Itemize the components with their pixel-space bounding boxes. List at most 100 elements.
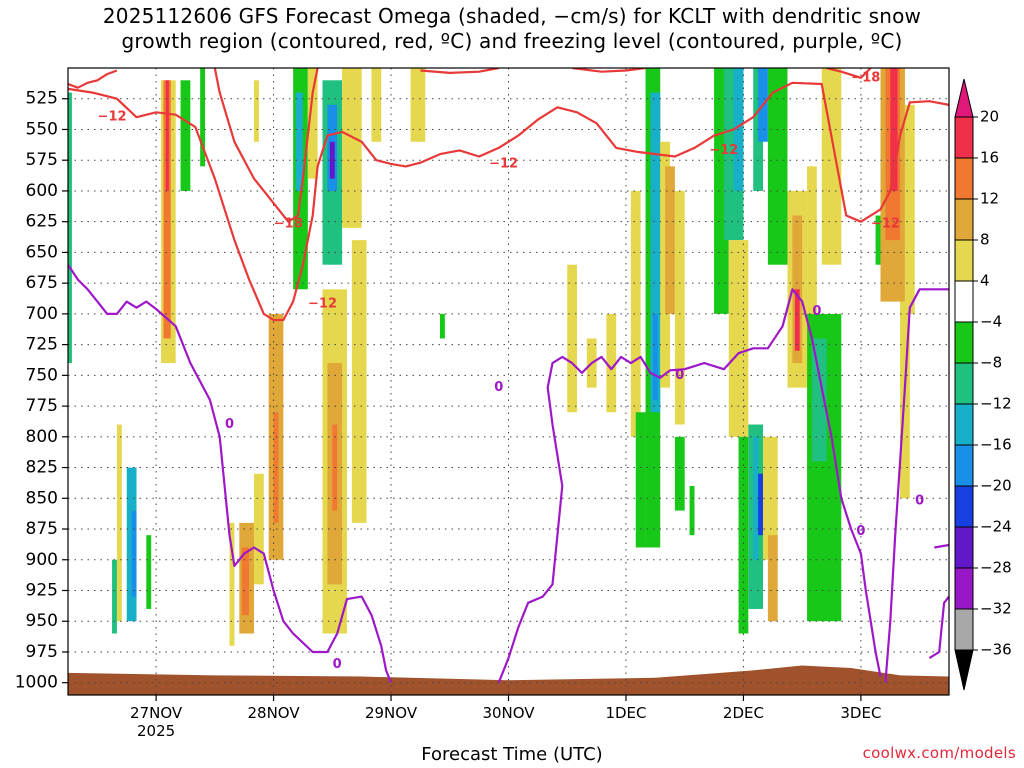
colorbar-band (954, 444, 974, 487)
colorbar-label: 4 (980, 272, 990, 290)
colorbar-band (954, 116, 974, 159)
y-tick-label: 900 (26, 550, 58, 570)
contour-label: −18 (274, 217, 303, 232)
contour-lines (68, 68, 949, 684)
x-tick-label: 29NOV (365, 704, 418, 722)
colorbar-label: −20 (980, 477, 1012, 495)
omega-cell (904, 104, 915, 314)
chart-title-line-2: growth region (contoured, red, ºC) and f… (121, 29, 903, 53)
contour-label: −12 (308, 297, 337, 312)
colorbar-band (954, 526, 974, 569)
contour-label: −18 (851, 70, 880, 85)
omega-cell (728, 240, 749, 437)
omega-cell (165, 80, 169, 191)
y-tick-label: 775 (26, 396, 58, 416)
omega-cell (811, 338, 827, 462)
omega-cell (351, 240, 367, 523)
omega-cell (371, 68, 382, 142)
colorbar-band (954, 280, 974, 323)
y-tick-label: 975 (26, 642, 58, 662)
x-tick-sublabel: 2025 (137, 722, 175, 740)
omega-cell (606, 313, 617, 413)
omega-cell (307, 68, 318, 179)
x-tick-label: 3DEC (840, 704, 881, 722)
y-tick-label: 825 (26, 458, 58, 478)
y-tick-label: 725 (26, 335, 58, 355)
colorbar-label: −8 (980, 354, 1002, 372)
omega-cell (116, 424, 122, 622)
omega-cell (630, 190, 641, 437)
chart-title: 2025112606 GFS Forecast Omega (shaded, −… (0, 4, 1024, 54)
colorbar-band (954, 362, 974, 405)
omega-cell (767, 535, 778, 622)
omega-cell (767, 68, 788, 265)
colorbar-label: 8 (980, 231, 990, 249)
y-tick-label: 625 (26, 212, 58, 232)
omega-cell (738, 436, 749, 634)
x-tick-label: 2DEC (723, 704, 764, 722)
omega-cell (253, 473, 264, 585)
omega-cell (674, 190, 685, 425)
omega-cell (674, 436, 685, 511)
y-axis: 525 550 575 600 625 650 675 700 725 750 775 800 825 8… (15, 89, 68, 693)
omega-cell (650, 92, 661, 413)
colorbar-band (954, 608, 974, 651)
colorbar-band (954, 157, 974, 200)
omega-cell (665, 166, 675, 314)
colorbar-label: −16 (980, 436, 1012, 454)
y-tick-label: 525 (26, 89, 58, 109)
omega-cell (180, 80, 191, 191)
omega-cell (146, 535, 152, 609)
contour-line (68, 81, 949, 322)
omega-cell (410, 68, 426, 142)
omega-cell (567, 264, 578, 413)
omega-cell (295, 92, 303, 191)
contour-label: 0 (915, 493, 924, 508)
colorbar-label: 16 (980, 149, 999, 167)
colorbar-band (954, 198, 974, 241)
omega-cell (807, 166, 817, 339)
omega-cell (652, 313, 658, 400)
y-tick-label: 1000 (15, 673, 58, 693)
y-tick-label: 875 (26, 519, 58, 539)
x-axis-title: Forecast Time (UTC) (421, 744, 603, 765)
contour-line (213, 68, 319, 223)
omega-cell (229, 522, 235, 646)
colorbar: 20 16 12 8 4 −4 −8 −12 −16 −20 −24 −28 −32 −36 (954, 78, 1012, 691)
colorbar-band (954, 485, 974, 528)
contour-label: 0 (333, 657, 342, 672)
y-tick-label: 750 (26, 365, 58, 385)
colorbar-label: 12 (980, 190, 999, 208)
omega-cell (131, 510, 137, 597)
colorbar-label: −28 (980, 559, 1012, 577)
source-credit: coolwx.com/models (862, 744, 1016, 762)
contour-label: −12 (489, 156, 518, 171)
x-tick-label: 28NOV (248, 704, 301, 722)
colorbar-band (954, 321, 974, 364)
gridlines (68, 68, 949, 695)
contour-line (68, 264, 393, 684)
omega-cell (68, 92, 72, 364)
colorbar-band (954, 239, 974, 282)
y-tick-label: 550 (26, 119, 58, 139)
omega-cell (163, 80, 171, 339)
y-tick-label: 700 (26, 304, 58, 324)
y-tick-label: 950 (26, 611, 58, 631)
omega-cell (689, 486, 695, 536)
contour-line (571, 68, 646, 73)
omega-cell (253, 80, 259, 142)
omega-shading (68, 68, 915, 646)
omega-cell (758, 473, 764, 536)
contour-label: 0 (494, 380, 503, 395)
y-tick-label: 675 (26, 273, 58, 293)
colorbar-top-arrow (954, 78, 974, 118)
contour-label: −12 (98, 110, 127, 125)
contour-labels: −12 −18 −12 −12 −12 −18 −12 0 0 0 0 0 0 0 (98, 70, 925, 671)
contour-line (68, 69, 118, 89)
contour-label: −12 (871, 217, 900, 232)
y-tick-label: 650 (26, 242, 58, 262)
x-tick-label: 1DEC (605, 704, 646, 722)
y-tick-label: 600 (26, 181, 58, 201)
contour-label: 0 (812, 304, 821, 319)
